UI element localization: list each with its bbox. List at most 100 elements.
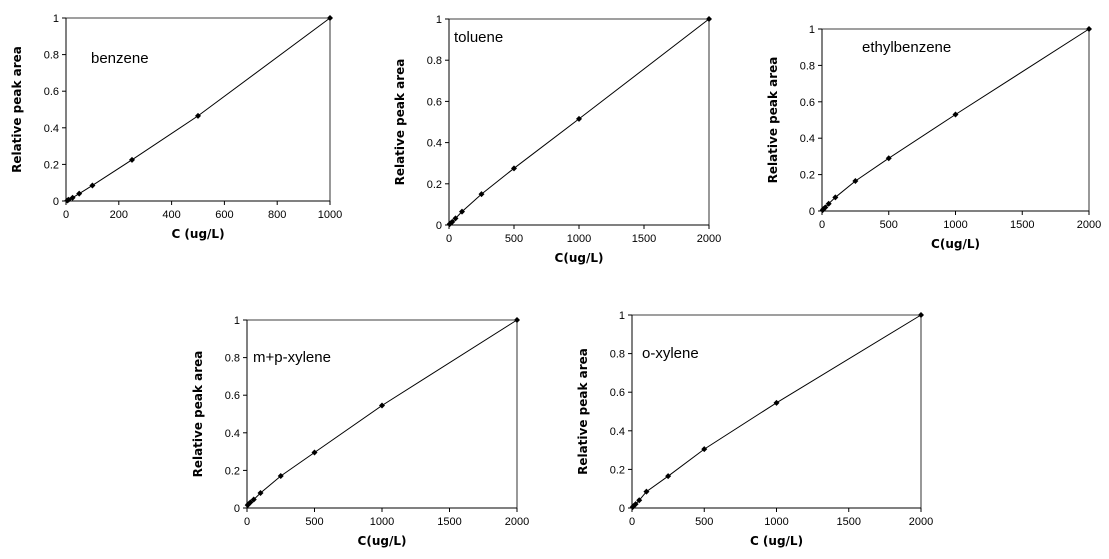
plot-frame	[632, 314, 922, 508]
x-tick-label: 500	[880, 219, 898, 231]
x-tick-label: 2000	[697, 233, 721, 245]
data-point-marker	[706, 16, 712, 22]
compound-label: o-xylene	[642, 345, 699, 362]
x-tick-label: 1000	[370, 516, 394, 528]
chart-panel-2: 0 0.2 0.4 0.6 0.8 1 0 500 1000 1500 2000 C(ug/L) Rel…	[393, 14, 721, 265]
compound-label: ethylbenzene	[862, 39, 951, 56]
data-point-marker	[247, 499, 254, 506]
data-point-marker	[478, 191, 485, 198]
data-point-marker	[452, 215, 459, 222]
y-axis-title: Relative peak area	[191, 351, 205, 478]
data-point-marker	[449, 218, 456, 225]
data-point-marker	[257, 489, 264, 496]
y-tick-label: 0.2	[800, 170, 815, 182]
data-point-marker	[632, 501, 639, 508]
y-tick-label: 0.8	[610, 349, 625, 361]
y-tick-label: 0.4	[44, 123, 59, 135]
x-tick-label: 2000	[1077, 219, 1101, 231]
x-tick-label: 500	[695, 516, 713, 528]
y-tick-label: 1	[809, 24, 815, 36]
y-tick-label: 0	[436, 220, 442, 232]
compound-label: toluene	[454, 29, 503, 46]
x-axis-title: C(ug/L)	[358, 534, 407, 548]
data-point-marker	[379, 402, 385, 409]
data-point-marker	[665, 473, 672, 480]
data-point-marker	[576, 115, 582, 122]
x-tick-label: 1500	[837, 516, 861, 528]
series-line	[631, 314, 922, 509]
data-point-marker	[327, 15, 333, 21]
x-tick-label: 1000	[567, 233, 591, 245]
data-point-marker	[701, 446, 708, 453]
y-tick-label: 0.2	[427, 179, 442, 191]
chart-panel-1: 0 0.2 0.4 0.6 0.8 1 0 200 400 600 800 1000 C (ug/L) R…	[10, 13, 342, 241]
data-point-marker	[885, 155, 892, 162]
y-tick-label: 0	[619, 503, 625, 515]
y-tick-label: 0	[809, 206, 815, 218]
data-point-marker	[250, 496, 257, 503]
y-tick-label: 0	[234, 503, 240, 515]
y-tick-label: 1	[619, 310, 625, 322]
plot-frame	[822, 28, 1090, 211]
x-tick-label: 1500	[632, 233, 656, 245]
data-point-marker	[952, 111, 959, 118]
y-tick-label: 0.4	[610, 426, 625, 438]
chart-panel-3: 0 0.2 0.4 0.6 0.8 1 0 500 1000 1500 2000 C(ug/L) Rel…	[766, 24, 1101, 251]
x-tick-label: 0	[819, 219, 825, 231]
y-tick-label: 0.4	[800, 133, 815, 145]
compound-label: benzene	[91, 50, 149, 67]
y-tick-label: 0.8	[800, 60, 815, 72]
y-tick-label: 0.6	[427, 96, 442, 108]
data-point-marker	[643, 488, 650, 495]
x-tick-label: 500	[305, 516, 323, 528]
data-point-marker	[277, 473, 284, 480]
x-tick-label: 600	[215, 209, 233, 221]
x-axis-title: C (ug/L)	[750, 534, 803, 548]
x-tick-label: 2000	[909, 516, 933, 528]
data-point-marker	[76, 190, 83, 197]
series-line	[821, 28, 1090, 212]
y-tick-label: 0.8	[427, 55, 442, 67]
y-tick-label: 0.6	[44, 86, 59, 98]
plot-frame	[66, 17, 331, 201]
y-tick-label: 1	[436, 14, 442, 26]
y-tick-label: 0	[53, 196, 59, 208]
x-tick-label: 200	[110, 209, 128, 221]
y-axis-title: Relative peak area	[10, 46, 24, 173]
data-point-marker	[459, 208, 465, 215]
chart-panel-5: 0 0.2 0.4 0.6 0.8 1 0 500 1000 1500 2000 C (ug/L) Re…	[576, 310, 933, 548]
x-tick-label: 0	[629, 516, 635, 528]
x-tick-label: 500	[505, 233, 523, 245]
x-tick-label: 1000	[764, 516, 788, 528]
data-point-marker	[825, 200, 832, 207]
y-tick-label: 0.2	[225, 465, 240, 477]
y-tick-label: 1	[234, 315, 240, 327]
x-axis-title: C (ug/L)	[171, 227, 224, 241]
chart-panel-4: 0 0.2 0.4 0.6 0.8 1 0 500 1000 1500 2000 C(ug/L) Rel…	[191, 315, 529, 548]
y-tick-label: 0.6	[800, 97, 815, 109]
data-point-marker	[918, 312, 924, 318]
y-tick-label: 0.6	[610, 387, 625, 399]
y-axis-title: Relative peak area	[393, 59, 407, 186]
x-tick-label: 0	[244, 516, 250, 528]
x-tick-label: 0	[63, 209, 69, 221]
data-point-marker	[195, 112, 201, 119]
data-point-marker	[773, 399, 780, 406]
plot-frame	[449, 18, 710, 225]
compound-label: m+p-xylene	[253, 349, 331, 366]
y-tick-label: 0.8	[225, 353, 240, 365]
y-tick-label: 0.8	[44, 50, 59, 62]
x-tick-label: 400	[162, 209, 180, 221]
series-line	[448, 18, 710, 226]
y-tick-label: 0.6	[225, 390, 240, 402]
y-tick-label: 0.4	[427, 138, 442, 150]
y-tick-label: 0.2	[44, 159, 59, 171]
y-tick-label: 0.2	[610, 464, 625, 476]
x-axis-title: C(ug/L)	[931, 237, 980, 251]
x-tick-label: 1000	[318, 209, 342, 221]
data-point-marker	[822, 204, 829, 211]
x-tick-label: 800	[268, 209, 286, 221]
y-axis-title: Relative peak area	[766, 57, 780, 184]
data-point-marker	[852, 177, 859, 184]
